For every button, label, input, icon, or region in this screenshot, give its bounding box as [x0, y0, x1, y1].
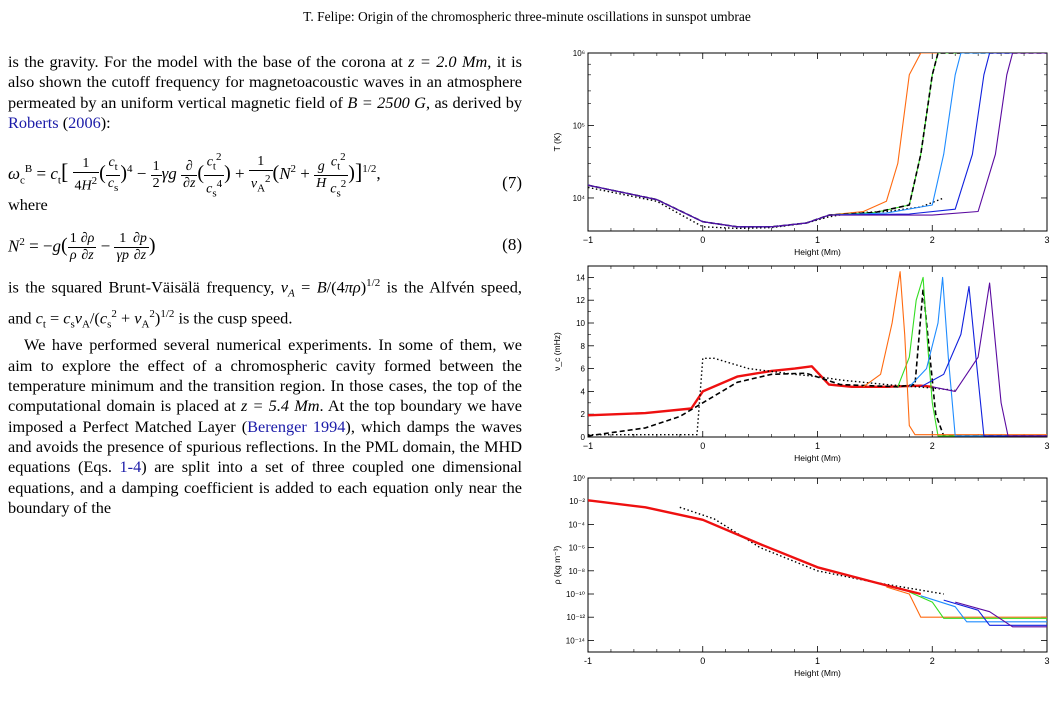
x-tick-label: −1 — [583, 441, 593, 451]
series-group-2 — [588, 271, 1047, 437]
x-tick-label: 3 — [1044, 235, 1049, 245]
y-tick-label: 4 — [581, 387, 586, 396]
equation-8-body: N2 = −g(1 ρ ∂ρ ∂z − 1 γp ∂p ∂z) — [8, 231, 156, 264]
chart-panel-1: −1 0 1 2 3 Height (Mm) T (K) 10⁴ 10⁵ 10⁶ — [552, 49, 1050, 257]
citation-roberts-year[interactable]: 2006 — [68, 112, 101, 132]
y-tick-label: 10⁴ — [573, 194, 586, 203]
plot-frame-1 — [587, 52, 1048, 232]
x-tick-label: 2 — [930, 656, 935, 666]
series-line-black-dashed — [588, 288, 1047, 437]
series-group-3 — [588, 499, 1047, 628]
y-tick-label: 0 — [581, 433, 586, 442]
series-line-orange-solid — [863, 271, 1047, 436]
x-axis-label: Height (Mm) — [794, 453, 841, 463]
x-tick-label: 0 — [700, 235, 705, 245]
series-line-purple-solid — [588, 53, 1047, 228]
series-line-lightblue-solid — [588, 53, 1047, 228]
text-column: is the gravity. For the model with the b… — [8, 52, 522, 518]
x-tick-label: 1 — [815, 441, 820, 451]
where-text: where — [8, 195, 48, 215]
equation-reference[interactable]: 1-4 — [119, 457, 142, 477]
series-line-lightblue-solid — [920, 595, 1047, 623]
y-tick-label: 10⁻¹² — [567, 613, 586, 622]
series-line-black-dotted — [588, 357, 956, 436]
equation-8-number: (8) — [502, 235, 522, 255]
x-tick-label: 3 — [1044, 441, 1049, 451]
experiments-paragraph: We have performed several numerical expe… — [8, 335, 523, 517]
series-line-blue-solid — [920, 285, 1047, 437]
series-line-blue-solid — [588, 53, 1047, 228]
y-tick-label: 10⁻⁴ — [568, 520, 585, 529]
equation-8: N2 = −g(1 ρ ∂ρ ∂z − 1 γp ∂p ∂z) (8) — [8, 215, 522, 273]
y-axis-label: ρ (kg m⁻³) — [552, 546, 562, 585]
x-tick-label: 1 — [815, 656, 820, 666]
series-line-purple-solid — [955, 601, 1047, 628]
x-tick-label: 1 — [815, 235, 820, 245]
intro-paragraph: is the gravity. For the model with the b… — [8, 52, 523, 132]
after-eq8-paragraph: is the squared Brunt-Väisälä frequency, … — [8, 277, 522, 332]
y-tick-label: 6 — [581, 365, 586, 374]
citation-berenger[interactable]: Berenger 1994 — [247, 416, 346, 436]
chart-panel-3: -1 0 1 2 3 Height (Mm) ρ (kg m⁻³) 10⁰ 10⁻² 10⁻⁴ 10… — [552, 474, 1050, 678]
y-tick-label: 10⁻⁶ — [569, 544, 585, 553]
series-line-lightblue-solid — [908, 276, 1047, 437]
y-tick-label: 12 — [576, 296, 585, 305]
running-header: T. Felipe: Origin of the chromospheric t… — [303, 9, 751, 24]
y-tick-label: 2 — [581, 410, 586, 419]
x-tick-label: 3 — [1044, 656, 1049, 666]
equation-7-body: ωcB = ct[ 1 4H2(ct cs)4 − 1 2 γg ∂ ∂z(ct2 cs4)… — [8, 151, 381, 200]
series-line-blue-solid — [943, 599, 1047, 626]
x-tick-label: -1 — [584, 656, 592, 666]
y-tick-label: 10⁵ — [573, 121, 585, 130]
y-tick-label: 10⁻¹⁴ — [566, 636, 586, 645]
y-tick-label: 14 — [576, 273, 585, 282]
y-tick-label: 8 — [581, 342, 586, 351]
x-tick-label: 0 — [700, 656, 705, 666]
citation-roberts[interactable]: Roberts — [8, 112, 59, 132]
series-line-orange-solid — [588, 53, 1047, 228]
plot-frame-3 — [587, 477, 1048, 653]
y-tick-label: 10 — [576, 319, 585, 328]
x-tick-label: −1 — [583, 235, 593, 245]
y-axis-label: T (K) — [552, 132, 562, 151]
series-line-green-solid — [897, 276, 1047, 437]
equation-7: ωcB = ct[ 1 4H2(ct cs)4 − 1 2 γg ∂ ∂z(ct2 cs4)… — [8, 133, 522, 199]
x-tick-label: 0 — [700, 441, 705, 451]
equation-7-number: (7) — [502, 173, 522, 193]
y-tick-label: 10⁻¹⁰ — [566, 590, 585, 599]
x-axis-label: Height (Mm) — [794, 247, 841, 257]
figure-panels: −1 0 1 2 3 Height (Mm) T (K) 10⁴ 10⁵ 10⁶ −1 0 1 2 3 Hei… — [548, 45, 1054, 704]
y-axis-label: ν_c (mHz) — [552, 332, 562, 371]
series-line-black-dotted — [679, 506, 944, 595]
series-line-green-solid — [909, 591, 1047, 619]
series-group-1 — [588, 53, 1047, 230]
x-tick-label: 2 — [930, 235, 935, 245]
y-tick-label: 10⁶ — [573, 49, 585, 58]
series-line-purple-solid — [932, 282, 1047, 437]
x-tick-label: 2 — [930, 441, 935, 451]
y-tick-label: 10⁰ — [573, 474, 585, 483]
series-line-green-solid — [588, 53, 1047, 228]
y-tick-label: 10⁻⁸ — [569, 567, 586, 576]
series-line-black-dashed — [588, 53, 1047, 228]
y-tick-label: 10⁻² — [569, 497, 585, 506]
series-line-black-dotted — [588, 186, 944, 230]
x-axis-label: Height (Mm) — [794, 668, 841, 678]
series-line-red-solid — [588, 499, 922, 596]
